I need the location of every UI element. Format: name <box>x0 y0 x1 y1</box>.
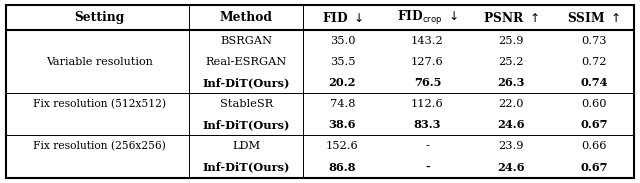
Text: 0.74: 0.74 <box>580 77 607 88</box>
Text: Inf-DiT(Ours): Inf-DiT(Ours) <box>203 119 290 130</box>
Text: Fix resolution (512x512): Fix resolution (512x512) <box>33 99 166 109</box>
Text: 35.5: 35.5 <box>330 57 355 67</box>
Text: 0.67: 0.67 <box>580 119 607 130</box>
Text: FID $\downarrow$: FID $\downarrow$ <box>322 11 363 25</box>
Text: LDM: LDM <box>232 141 260 151</box>
Text: 143.2: 143.2 <box>411 36 444 46</box>
Text: Setting: Setting <box>74 12 124 25</box>
Text: Variable resolution: Variable resolution <box>46 57 152 67</box>
Text: 0.67: 0.67 <box>580 162 607 173</box>
Text: StableSR: StableSR <box>220 99 273 109</box>
Text: -: - <box>426 141 429 151</box>
Text: 112.6: 112.6 <box>411 99 444 109</box>
Text: 20.2: 20.2 <box>329 77 356 88</box>
Text: -: - <box>425 162 430 173</box>
Text: 25.9: 25.9 <box>498 36 524 46</box>
Text: Fix resolution (256x256): Fix resolution (256x256) <box>33 141 166 151</box>
Text: 0.72: 0.72 <box>581 57 607 67</box>
Text: 76.5: 76.5 <box>414 77 441 88</box>
Text: BSRGAN: BSRGAN <box>220 36 273 46</box>
Text: 24.6: 24.6 <box>497 119 524 130</box>
Text: PSNR $\uparrow$: PSNR $\uparrow$ <box>483 11 539 25</box>
Text: 83.3: 83.3 <box>414 119 441 130</box>
Text: Real-ESRGAN: Real-ESRGAN <box>206 57 287 67</box>
Text: 25.2: 25.2 <box>498 57 524 67</box>
Text: Inf-DiT(Ours): Inf-DiT(Ours) <box>203 162 290 173</box>
Text: 74.8: 74.8 <box>330 99 355 109</box>
Text: FID$_{\rm crop}$ $\downarrow$: FID$_{\rm crop}$ $\downarrow$ <box>397 9 458 27</box>
Text: 38.6: 38.6 <box>329 119 356 130</box>
Text: SSIM $\uparrow$: SSIM $\uparrow$ <box>567 11 621 25</box>
Text: Method: Method <box>220 12 273 25</box>
Text: 127.6: 127.6 <box>411 57 444 67</box>
Text: 152.6: 152.6 <box>326 141 359 151</box>
Text: 86.8: 86.8 <box>329 162 356 173</box>
Text: Inf-DiT(Ours): Inf-DiT(Ours) <box>203 77 290 88</box>
Text: 24.6: 24.6 <box>497 162 524 173</box>
Text: 22.0: 22.0 <box>498 99 524 109</box>
Text: 26.3: 26.3 <box>497 77 524 88</box>
Text: 35.0: 35.0 <box>330 36 355 46</box>
Text: 0.73: 0.73 <box>581 36 607 46</box>
Text: 0.66: 0.66 <box>581 141 607 151</box>
Text: 0.60: 0.60 <box>581 99 607 109</box>
Text: 23.9: 23.9 <box>498 141 524 151</box>
